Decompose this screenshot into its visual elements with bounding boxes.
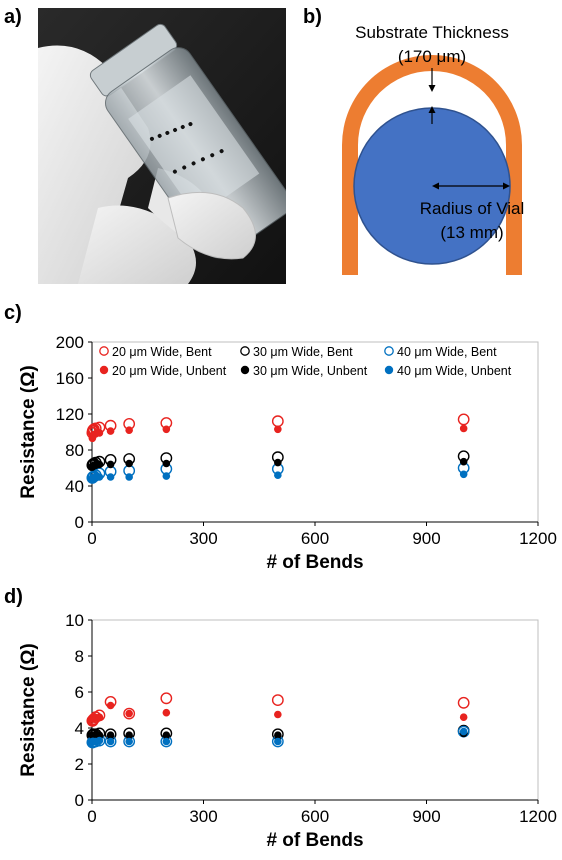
legend-marker [99, 346, 109, 356]
data-point [459, 470, 468, 479]
x-tick-label: 1200 [519, 529, 557, 548]
legend-label: 30 μm Wide, Bent [253, 345, 353, 359]
data-point [162, 737, 171, 746]
y-axis-label: Resistance (Ω) [18, 643, 39, 777]
x-tick-label: 900 [412, 807, 440, 826]
legend-marker [240, 346, 250, 356]
series-20-m-wide-unbent [88, 701, 468, 723]
chart-c: 0 40 80 120 160 200 0 300 600 900 1200 # of Bends Re… [18, 333, 557, 573]
data-point [459, 424, 468, 433]
radius-label: Radius of Vial [420, 199, 525, 218]
data-point [162, 708, 171, 717]
y-tick-label: 80 [65, 441, 84, 460]
data-point [274, 425, 282, 434]
y-tick-label: 6 [75, 683, 84, 702]
data-point [274, 471, 282, 479]
data-point [95, 713, 104, 721]
data-point [162, 472, 171, 480]
data-point [95, 429, 104, 437]
legend-label: 40 μm Wide, Unbent [397, 364, 512, 378]
data-point [459, 457, 468, 466]
x-tick-label: 600 [301, 807, 329, 826]
x-tick-label: 0 [87, 529, 96, 548]
data-point [271, 694, 284, 707]
chart-d: 0 2 4 6 8 10 0 300 600 900 1200 # of Bends Resistanc… [18, 611, 557, 851]
series-20-m-wide-bent [86, 692, 470, 727]
y-tick-label: 0 [75, 791, 84, 810]
x-tick-label: 300 [189, 807, 217, 826]
data-point [106, 473, 115, 481]
data-point [162, 459, 171, 468]
x-tick-label: 1200 [519, 807, 557, 826]
x-tick-label: 600 [301, 529, 329, 548]
data-point [162, 425, 171, 434]
data-point [162, 731, 171, 739]
data-point [106, 731, 115, 739]
legend-label: 20 μm Wide, Bent [112, 345, 212, 359]
data-point [106, 737, 115, 746]
x-tick-label: 0 [87, 807, 96, 826]
series-40-m-wide-unbent [88, 727, 468, 746]
legend-marker [384, 346, 394, 356]
y-tick-label: 8 [75, 647, 84, 666]
y-axis-label: Resistance (Ω) [18, 365, 39, 499]
substrate-value: (170 μm) [398, 47, 466, 66]
panel-label-a: a) [4, 6, 22, 28]
vial-photo [38, 8, 286, 284]
panel-label-d: d) [4, 586, 23, 608]
legend-marker [99, 365, 109, 375]
data-point [125, 709, 133, 718]
data-point [106, 460, 115, 469]
data-point [274, 731, 282, 739]
data-point [457, 413, 470, 426]
data-point [123, 707, 136, 720]
y-tick-label: 2 [75, 755, 84, 774]
panel-label-c: c) [4, 302, 22, 324]
y-tick-label: 4 [75, 719, 84, 738]
data-point [106, 427, 115, 435]
data-point [95, 473, 104, 481]
legend-label: 40 μm Wide, Bent [397, 345, 497, 359]
radius-value: (13 mm) [440, 223, 503, 242]
data-point [125, 459, 133, 468]
data-point [459, 713, 468, 721]
data-point [160, 692, 173, 705]
y-tick-label: 120 [56, 405, 84, 424]
data-point [95, 736, 104, 745]
legend-label: 20 μm Wide, Unbent [112, 364, 227, 378]
bend-schematic: Substrate Thickness (170 μm) Radius of V… [342, 23, 525, 275]
data-point [106, 701, 115, 710]
data-point [125, 737, 133, 746]
data-point [125, 426, 133, 434]
legend-marker [384, 365, 394, 375]
data-point [459, 727, 468, 736]
data-point [274, 458, 282, 467]
data-point [125, 731, 133, 739]
x-tick-label: 900 [412, 529, 440, 548]
data-point [457, 696, 470, 709]
x-axis-label: # of Bends [266, 830, 363, 851]
data-point [274, 710, 282, 719]
plot-frame [91, 619, 539, 801]
x-axis-label: # of Bends [266, 552, 363, 573]
series-40-m-wide-unbent [88, 470, 468, 483]
y-tick-label: 10 [65, 611, 84, 630]
data-point [274, 737, 282, 746]
series-20-m-wide-unbent [88, 424, 468, 443]
y-tick-label: 160 [56, 369, 84, 388]
series-30-m-wide-unbent [88, 729, 468, 739]
y-tick-label: 0 [75, 513, 84, 532]
panel-label-b: b) [303, 6, 322, 28]
data-point [95, 460, 104, 469]
data-point [95, 731, 104, 739]
data-point [125, 473, 133, 481]
substrate-label: Substrate Thickness [355, 23, 509, 42]
legend-marker [240, 365, 250, 375]
legend-label: 30 μm Wide, Unbent [253, 364, 368, 378]
data-point [271, 415, 284, 428]
y-tick-label: 200 [56, 333, 84, 352]
x-tick-label: 300 [189, 529, 217, 548]
y-tick-label: 40 [65, 477, 84, 496]
series-30-m-wide-unbent [88, 457, 468, 471]
